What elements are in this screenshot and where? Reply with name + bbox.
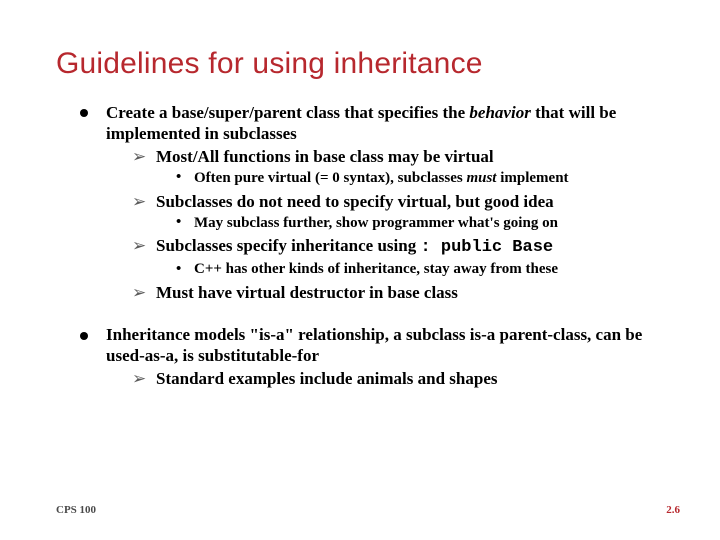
text-run: Inheritance models "is-a" relationship, … bbox=[106, 325, 642, 365]
bullet-list-lvl3: Often pure virtual (= 0 syntax), subclas… bbox=[156, 169, 680, 189]
text-run: Most/All functions in base class may be … bbox=[156, 147, 494, 166]
bullet-list-lvl2: Most/All functions in base class may be … bbox=[106, 146, 680, 304]
bullet-item: Subclasses specify inheritance using : p… bbox=[132, 235, 680, 280]
text-run: Subclasses specify inheritance using bbox=[156, 236, 420, 255]
text-run: Often pure virtual (= 0 syntax), subclas… bbox=[194, 170, 466, 186]
bullet-item: Often pure virtual (= 0 syntax), subclas… bbox=[176, 169, 680, 189]
slide-title: Guidelines for using inheritance bbox=[56, 48, 680, 80]
bullet-item: C++ has other kinds of inheritance, stay… bbox=[176, 260, 680, 280]
bullet-item: May subclass further, show programmer wh… bbox=[176, 214, 680, 234]
footer-right: 2.6 bbox=[666, 504, 680, 516]
bullet-item: Subclasses do not need to specify virtua… bbox=[132, 191, 680, 234]
text-run: Create a base/super/parent class that sp… bbox=[106, 103, 469, 122]
footer-left: CPS 100 bbox=[56, 504, 96, 516]
text-run-italic: must bbox=[466, 170, 496, 186]
bullet-list-lvl2: Standard examples include animals and sh… bbox=[106, 368, 680, 390]
bullet-list-lvl3: May subclass further, show programmer wh… bbox=[156, 214, 680, 234]
bullet-item: Create a base/super/parent class that sp… bbox=[80, 102, 680, 304]
bullet-item: Standard examples include animals and sh… bbox=[132, 368, 680, 390]
text-run: implement bbox=[496, 170, 568, 186]
code-inline: : public Base bbox=[420, 238, 553, 257]
text-run: Must have virtual destructor in base cla… bbox=[156, 283, 458, 302]
bullet-item: Must have virtual destructor in base cla… bbox=[132, 282, 680, 304]
text-run: Standard examples include animals and sh… bbox=[156, 369, 498, 388]
text-run: Subclasses do not need to specify virtua… bbox=[156, 192, 554, 211]
text-run-italic: behavior bbox=[469, 103, 530, 122]
text-run: May subclass further, show programmer wh… bbox=[194, 215, 558, 231]
bullet-list-lvl1: Create a base/super/parent class that sp… bbox=[56, 102, 680, 391]
bullet-item: Most/All functions in base class may be … bbox=[132, 146, 680, 189]
slide: Guidelines for using inheritance Create … bbox=[0, 0, 720, 540]
text-run: C++ has other kinds of inheritance, stay… bbox=[194, 261, 558, 277]
bullet-list-lvl3: C++ has other kinds of inheritance, stay… bbox=[156, 260, 680, 280]
slide-body: Create a base/super/parent class that sp… bbox=[56, 102, 680, 391]
bullet-item: Inheritance models "is-a" relationship, … bbox=[80, 324, 680, 391]
